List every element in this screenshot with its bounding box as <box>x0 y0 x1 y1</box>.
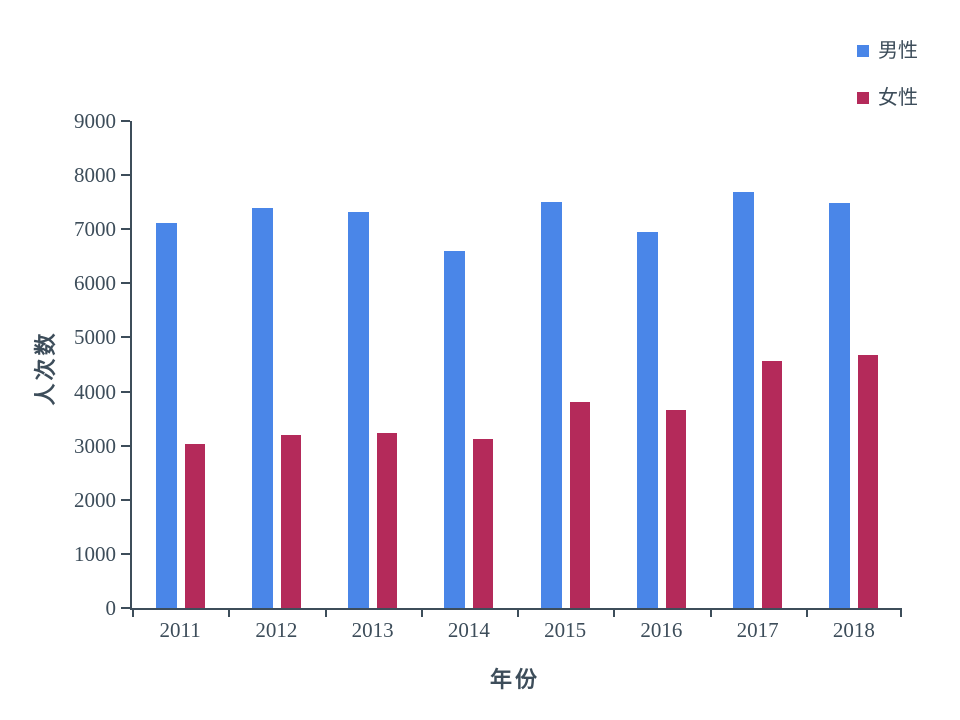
y-tick-label-2000: 2000 <box>74 487 116 512</box>
bar-male-2011 <box>155 223 177 608</box>
bar-male-2017 <box>733 192 755 608</box>
x-tick-mark <box>517 608 519 617</box>
legend-item-male: 男性 <box>857 40 918 62</box>
y-tick-label-0: 0 <box>105 596 117 620</box>
legend-label-male: 男性 <box>878 40 918 62</box>
x-tick-label-2012: 2012 <box>255 618 298 642</box>
x-tick-label-2011: 2011 <box>159 618 201 642</box>
x-tick-mark <box>805 608 808 617</box>
y-tick-label-6000: 6000 <box>74 271 116 296</box>
x-tick-label-2015: 2015 <box>544 618 587 642</box>
bar-male-2018 <box>829 203 851 608</box>
x-axis-title: 年份 <box>489 667 540 692</box>
x-tick-mark <box>420 608 423 617</box>
x-tick-label-2018: 2018 <box>832 618 875 642</box>
y-tick-label-5000: 5000 <box>74 325 116 350</box>
x-tick-mark <box>324 608 327 617</box>
y-tick-mark <box>121 228 130 231</box>
bar-male-2015 <box>540 202 562 608</box>
y-axis-title: 人次数 <box>33 330 58 406</box>
bar-female-2012 <box>280 435 301 608</box>
y-tick-mark <box>121 390 130 393</box>
x-tick-mark <box>709 608 712 617</box>
y-tick-mark <box>121 607 130 609</box>
y-tick-label-3000: 3000 <box>74 433 116 458</box>
legend-swatch-male <box>857 45 869 57</box>
x-tick-label-2013: 2013 <box>351 618 394 642</box>
x-tick-mark <box>613 608 616 617</box>
y-tick-mark <box>121 174 130 177</box>
y-tick-mark <box>121 498 130 501</box>
bar-female-2011 <box>184 444 205 608</box>
bar-male-2013 <box>348 212 370 608</box>
y-tick-label-1000: 1000 <box>74 541 116 566</box>
bar-male-2014 <box>444 251 466 608</box>
bar-female-2017 <box>762 361 783 608</box>
y-tick-label-7000: 7000 <box>74 217 116 242</box>
x-tick-label-2014: 2014 <box>447 618 490 642</box>
bar-female-2015 <box>569 402 590 608</box>
y-tick-mark <box>121 336 130 339</box>
y-tick-label-8000: 8000 <box>74 163 116 188</box>
bar-female-2014 <box>473 439 494 608</box>
x-tick-mark <box>900 608 902 617</box>
legend-swatch-female <box>857 92 869 104</box>
x-tick-label-2017: 2017 <box>736 618 779 642</box>
plot-area: 0 1000 2000 3000 4000 5000 6000 7000 8000 9000 201… <box>74 110 902 642</box>
x-tick-mark <box>228 608 231 617</box>
y-tick-mark <box>121 282 130 285</box>
legend: 男性 女性 <box>857 40 918 134</box>
bar-male-2016 <box>636 232 658 608</box>
y-tick-label-9000: 9000 <box>74 109 116 133</box>
y-tick-mark <box>121 552 130 555</box>
legend-label-female: 女性 <box>878 87 918 109</box>
bar-female-2013 <box>377 433 398 608</box>
y-tick-label-4000: 4000 <box>74 379 116 404</box>
y-tick-mark <box>121 120 130 122</box>
x-tick-mark <box>132 608 134 617</box>
bar-male-2012 <box>251 208 273 608</box>
bar-female-2016 <box>665 410 686 608</box>
bar-female-2018 <box>858 355 879 608</box>
y-tick-mark <box>121 444 130 447</box>
legend-item-female: 女性 <box>857 87 918 109</box>
x-tick-label-2016: 2016 <box>640 618 683 642</box>
